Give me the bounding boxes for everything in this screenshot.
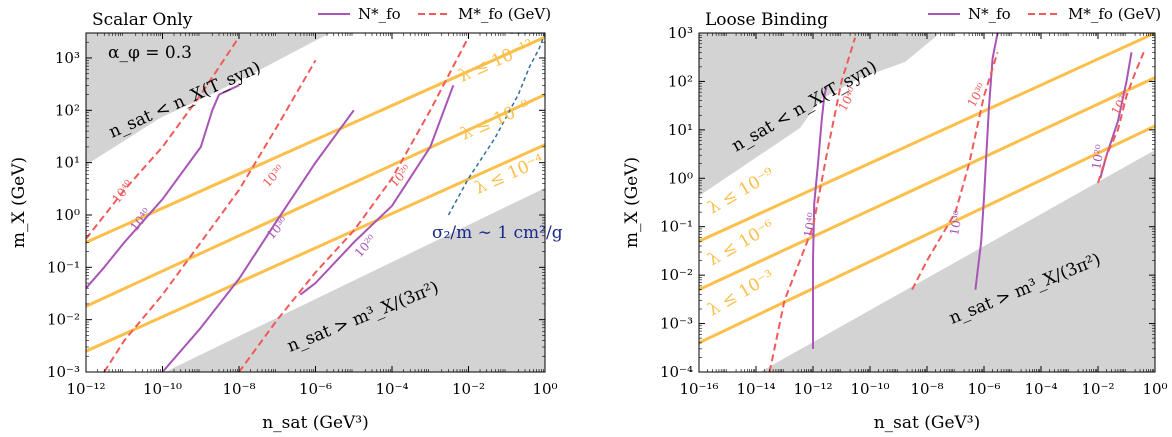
annotation: σ₂/m ∼ 1 cm²/g xyxy=(432,223,563,243)
y-tick-label: 10⁻² xyxy=(47,311,80,329)
orange-line-2 xyxy=(699,124,1155,345)
x-tick-label: 10⁻⁶ xyxy=(967,380,1000,398)
excluded-region-lower xyxy=(165,188,545,372)
purple-line-3 xyxy=(812,85,828,349)
x-tick-label: 10⁻⁴ xyxy=(375,380,408,398)
blue-line-9 xyxy=(447,33,545,216)
y-tick-label: 10¹ xyxy=(668,121,693,139)
contour-label: 10⁴⁰ xyxy=(801,211,819,238)
x-tick-label: 10⁻⁴ xyxy=(1024,380,1057,398)
y-tick-label: 10⁻¹ xyxy=(660,218,693,236)
x-tick-label: 10⁻¹⁴ xyxy=(736,380,775,398)
plot-area xyxy=(699,33,1155,372)
orange-line-1 xyxy=(699,76,1155,292)
x-tick-label: 10⁻⁸ xyxy=(222,380,255,398)
legend-label: M*_fo (GeV) xyxy=(1068,5,1161,23)
x-tick-label: 10⁻¹⁰ xyxy=(143,380,182,398)
contour-label: 10⁴⁰ xyxy=(109,177,135,205)
y-axis-label: m_X (GeV) xyxy=(9,157,29,248)
purple-line-5 xyxy=(1099,52,1133,179)
purple-line-3 xyxy=(86,84,240,289)
y-tick-label: 10⁻³ xyxy=(47,363,80,381)
annotation: α_φ = 0.3 xyxy=(108,43,192,63)
contour-label: 10³⁰ xyxy=(947,209,965,236)
orange-line-0 xyxy=(699,33,1155,243)
y-tick-label: 10³ xyxy=(55,49,80,67)
x-tick-label: 10⁻¹⁶ xyxy=(679,380,718,398)
x-axis-label: n_sat (GeV³) xyxy=(262,413,369,433)
orange-line-0 xyxy=(86,35,545,244)
x-tick-label: 10⁻¹² xyxy=(793,380,832,398)
red-line-6 xyxy=(768,37,857,372)
excluded-region-upper xyxy=(86,33,330,165)
contour-label: 10³⁰ xyxy=(964,81,989,110)
annotation: λ ≤ 10⁻³ xyxy=(705,266,778,320)
y-tick-label: 10⁻¹ xyxy=(47,258,80,276)
legend-label: M*_fo (GeV) xyxy=(458,5,551,23)
red-line-7 xyxy=(911,52,999,291)
chart-title: Loose Binding xyxy=(705,10,828,30)
y-tick-label: 10⁻³ xyxy=(660,315,693,333)
red-line-7 xyxy=(103,59,317,372)
x-axis-label: n_sat (GeV³) xyxy=(874,413,981,433)
y-tick-label: 10³ xyxy=(668,24,693,42)
contour-label: 10³⁰ xyxy=(264,214,291,242)
annotation: λ ≤ 10⁻⁴ xyxy=(472,150,547,198)
purple-line-4 xyxy=(974,33,999,290)
contour-label: 10³⁰ xyxy=(260,162,287,190)
red-line-8 xyxy=(238,36,470,372)
purple-line-4 xyxy=(161,109,355,372)
y-tick-label: 10¹ xyxy=(55,154,80,172)
contour-label: 10²⁰ xyxy=(1108,89,1133,118)
x-tick-label: 10⁰ xyxy=(1142,380,1167,398)
contour-label: 10²⁰ xyxy=(352,232,379,260)
x-tick-label: 10⁻⁶ xyxy=(299,380,332,398)
red-line-8 xyxy=(1097,51,1145,184)
orange-line-2 xyxy=(86,143,545,353)
y-axis-label: m_X (GeV) xyxy=(622,157,642,248)
legend-label: N*_fo xyxy=(968,5,1011,23)
plot-area xyxy=(86,33,545,372)
x-tick-label: 10⁻² xyxy=(452,380,485,398)
chart-title: Scalar Only xyxy=(92,10,193,30)
x-tick-label: 10⁻² xyxy=(1081,380,1114,398)
excluded-region-lower xyxy=(760,150,1155,372)
contour-label: 10⁴⁰ xyxy=(127,205,153,233)
annotation: λ ≤ 10⁻⁶ xyxy=(705,216,779,270)
left-panel: 10⁻¹² 10⁻¹⁰ 10⁻⁸ 10⁻⁶ 10⁻⁴ 10⁻² 10⁰ 10⁻³ 10⁻² 10⁻… xyxy=(9,5,563,433)
right-panel: 10⁻¹⁶ 10⁻¹⁴ 10⁻¹² 10⁻¹⁰ 10⁻⁸ 10⁻⁶ 10⁻⁴ 10⁻² 10⁰ 1… xyxy=(622,5,1168,433)
x-tick-label: 10⁻¹² xyxy=(66,380,105,398)
purple-line-5 xyxy=(299,84,455,296)
y-tick-label: 10² xyxy=(55,101,80,119)
y-tick-label: 10⁰ xyxy=(55,206,80,224)
excluded-region-upper xyxy=(699,33,940,196)
x-tick-label: 10⁻⁸ xyxy=(910,380,943,398)
y-tick-label: 10⁻⁴ xyxy=(660,363,693,381)
contour-label: 10²⁰ xyxy=(1089,143,1107,170)
y-tick-label: 10⁻² xyxy=(660,266,693,284)
x-tick-label: 10⁰ xyxy=(532,380,557,398)
annotation: λ ≤ 10⁻⁸ xyxy=(458,96,533,144)
legend-label: N*_fo xyxy=(358,5,401,23)
x-tick-label: 10⁻¹⁰ xyxy=(850,380,889,398)
y-tick-label: 10² xyxy=(668,72,693,90)
orange-line-1 xyxy=(86,93,545,308)
y-tick-label: 10⁰ xyxy=(668,169,693,187)
